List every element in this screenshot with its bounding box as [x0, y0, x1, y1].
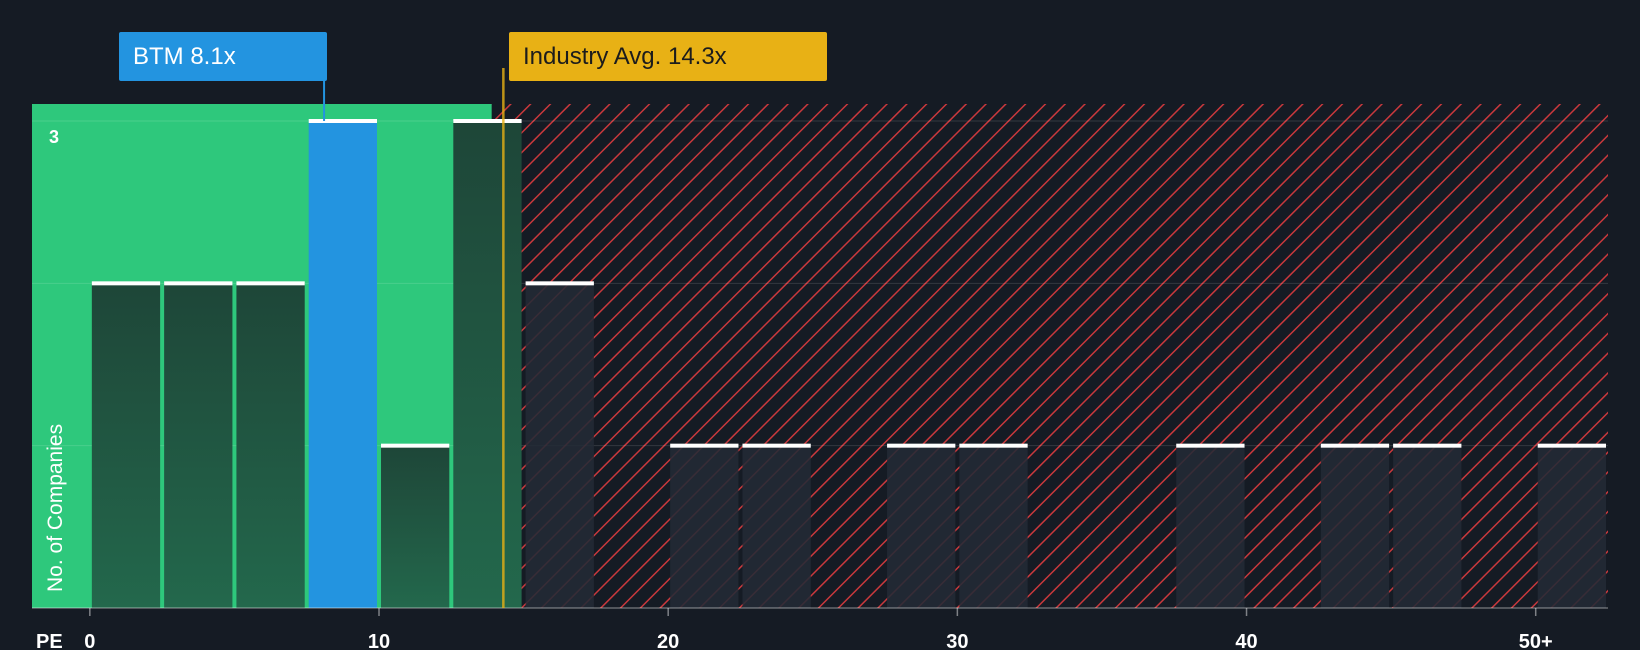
histogram-bar: [742, 445, 811, 608]
histogram-bar: [1176, 445, 1245, 608]
histogram-bar: [1320, 445, 1390, 608]
x-tick-label: 30: [946, 631, 968, 650]
histogram-bar: [959, 445, 1028, 608]
x-tick-label: 50+: [1519, 631, 1553, 650]
bar-top-cap: [525, 281, 594, 286]
company-pe-callout: BTM 8.1x: [119, 32, 327, 81]
x-tick-label: 20: [657, 631, 679, 650]
y-tick-label: 3: [49, 127, 59, 147]
histogram-bar: [525, 283, 594, 608]
industry-average-callout: Industry Avg. 14.3x: [509, 32, 827, 81]
bar-top-cap: [1320, 443, 1390, 448]
bar-top-cap: [1176, 443, 1245, 448]
bar-top-cap: [308, 119, 378, 123]
histogram-bar: [308, 121, 378, 608]
bar-top-cap: [164, 281, 233, 286]
bar-top-cap: [887, 443, 956, 448]
histogram-bar: [887, 445, 956, 608]
histogram-bar: [453, 121, 522, 608]
histogram-bar: [670, 445, 739, 608]
histogram-bar: [91, 283, 161, 608]
bar-top-cap: [1393, 443, 1462, 448]
histogram-bar: [164, 283, 233, 608]
x-tick-label: 10: [368, 631, 390, 650]
x-tick-label: 40: [1235, 631, 1257, 650]
histogram-bar: [1537, 445, 1606, 608]
x-tick-label: 0: [84, 631, 95, 650]
x-axis-metric-label: PE: [36, 631, 63, 650]
bar-top-cap: [453, 119, 522, 123]
bar-top-cap: [1537, 443, 1606, 448]
histogram-bar: [236, 283, 305, 608]
bar-top-cap: [742, 443, 811, 448]
histogram-bar: [1393, 445, 1462, 608]
bar-top-cap: [959, 443, 1028, 448]
bar-top-cap: [381, 443, 450, 448]
histogram-bar: [381, 445, 450, 608]
bar-top-cap: [670, 443, 739, 448]
bar-top-cap: [236, 281, 305, 286]
bar-top-cap: [91, 281, 161, 286]
y-axis-label: No. of Companies: [44, 424, 67, 592]
